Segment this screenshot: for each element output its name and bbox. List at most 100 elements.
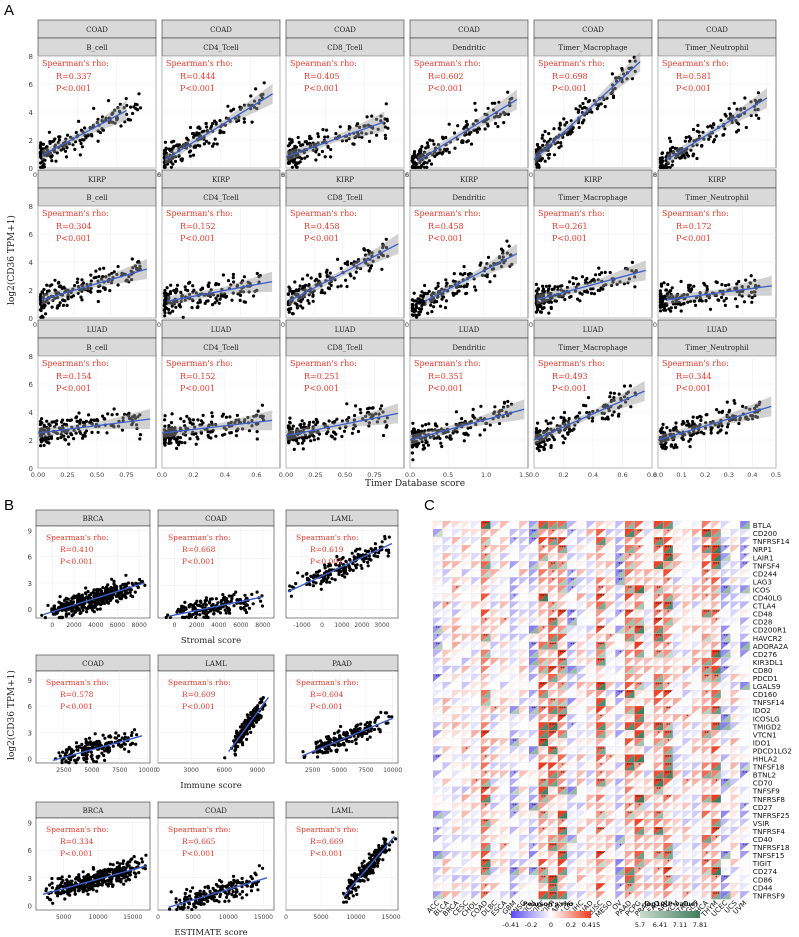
data-point	[163, 314, 167, 318]
stat-p: P<0.001	[304, 84, 339, 93]
x-tick-label: 0.2	[700, 471, 710, 479]
data-point	[261, 707, 265, 711]
data-point	[705, 413, 709, 417]
data-point	[45, 419, 49, 423]
data-point	[667, 136, 672, 140]
x-tick-label: 0.6	[251, 471, 261, 479]
data-point	[340, 434, 344, 439]
data-point	[183, 600, 187, 605]
facet-b-Immune score-COAD: COAD03692500 5000 7500 10000Spearman's rho:…	[28, 654, 157, 774]
data-point	[107, 740, 111, 745]
data-point	[316, 132, 320, 136]
data-point	[102, 597, 106, 602]
data-point	[350, 431, 354, 435]
data-point	[319, 743, 323, 747]
data-point	[198, 613, 202, 617]
data-point	[204, 139, 208, 143]
data-point	[251, 602, 255, 606]
data-point	[101, 600, 105, 605]
data-point	[592, 292, 597, 296]
data-point	[295, 439, 299, 443]
data-point	[383, 534, 387, 539]
data-point	[171, 309, 175, 313]
stat-label: Spearman's rho:	[296, 533, 359, 542]
data-point	[347, 137, 351, 141]
data-point	[77, 744, 81, 749]
data-point	[46, 603, 50, 608]
data-point	[214, 597, 218, 601]
data-point	[295, 302, 299, 306]
data-point	[119, 124, 123, 128]
data-point	[172, 289, 176, 293]
data-point	[691, 154, 695, 158]
data-point	[683, 156, 687, 160]
data-point	[95, 418, 99, 422]
data-point	[206, 299, 210, 303]
data-point	[87, 413, 91, 417]
data-point	[336, 257, 340, 261]
data-point	[727, 107, 731, 111]
data-point	[712, 123, 716, 127]
data-point	[137, 92, 141, 96]
data-point	[347, 125, 351, 129]
data-point	[702, 281, 706, 285]
data-point	[359, 722, 363, 726]
data-point	[120, 736, 124, 740]
data-point	[287, 285, 291, 289]
stat-label: Spearman's rho:	[414, 209, 481, 218]
data-point	[92, 588, 96, 592]
data-point	[754, 113, 758, 117]
data-point	[288, 141, 292, 145]
data-point	[443, 306, 448, 310]
data-point	[414, 304, 418, 308]
data-point	[563, 297, 567, 302]
data-point	[130, 257, 134, 261]
data-point	[373, 718, 377, 722]
data-point	[103, 758, 107, 763]
data-point	[119, 745, 123, 749]
data-point	[473, 101, 477, 105]
data-point	[420, 145, 424, 149]
data-point	[205, 129, 210, 133]
data-point	[89, 741, 93, 745]
data-point	[191, 284, 195, 288]
data-point	[580, 106, 584, 110]
data-point	[65, 146, 69, 150]
data-point	[54, 159, 58, 163]
stat-r: R=0.351	[428, 372, 464, 381]
strip-cell-label: CD4_Tcell	[203, 344, 239, 352]
stat-r: R=0.337	[56, 72, 92, 81]
data-point	[311, 299, 315, 303]
y-tick-label: 3	[28, 580, 32, 588]
data-point	[238, 298, 242, 302]
stat-p: P<0.001	[676, 234, 711, 243]
data-point	[420, 290, 424, 294]
data-point	[100, 751, 104, 755]
stat-p: P<0.001	[56, 84, 91, 93]
data-point	[239, 107, 243, 111]
data-point	[163, 165, 167, 169]
data-point	[658, 289, 663, 293]
data-point	[687, 135, 691, 139]
data-point	[417, 313, 421, 317]
data-point	[663, 294, 667, 298]
data-point	[177, 443, 181, 447]
data-point	[578, 291, 582, 295]
data-point	[183, 441, 187, 445]
data-point	[327, 419, 331, 423]
y-tick-label: 0	[28, 902, 32, 910]
data-point	[234, 590, 238, 594]
data-point	[379, 710, 383, 715]
y-tick-label: 6	[29, 381, 34, 389]
data-point	[260, 96, 264, 100]
data-point	[238, 293, 243, 297]
data-point	[112, 407, 116, 411]
y-tick-label: 8	[29, 353, 33, 361]
data-point	[719, 428, 723, 432]
strip-cancer-label: LUAD	[87, 326, 108, 334]
x-tick-label: 0.1	[676, 471, 686, 479]
data-point	[291, 312, 295, 316]
data-point	[111, 744, 115, 748]
data-point	[57, 751, 61, 755]
